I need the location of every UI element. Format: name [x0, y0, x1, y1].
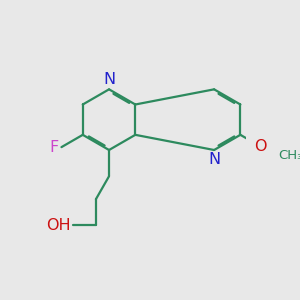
Text: CH₃: CH₃	[278, 149, 300, 162]
Text: F: F	[50, 140, 59, 154]
Text: O: O	[254, 139, 266, 154]
Text: OH: OH	[46, 218, 70, 233]
Text: N: N	[103, 72, 115, 87]
Text: N: N	[208, 152, 220, 167]
